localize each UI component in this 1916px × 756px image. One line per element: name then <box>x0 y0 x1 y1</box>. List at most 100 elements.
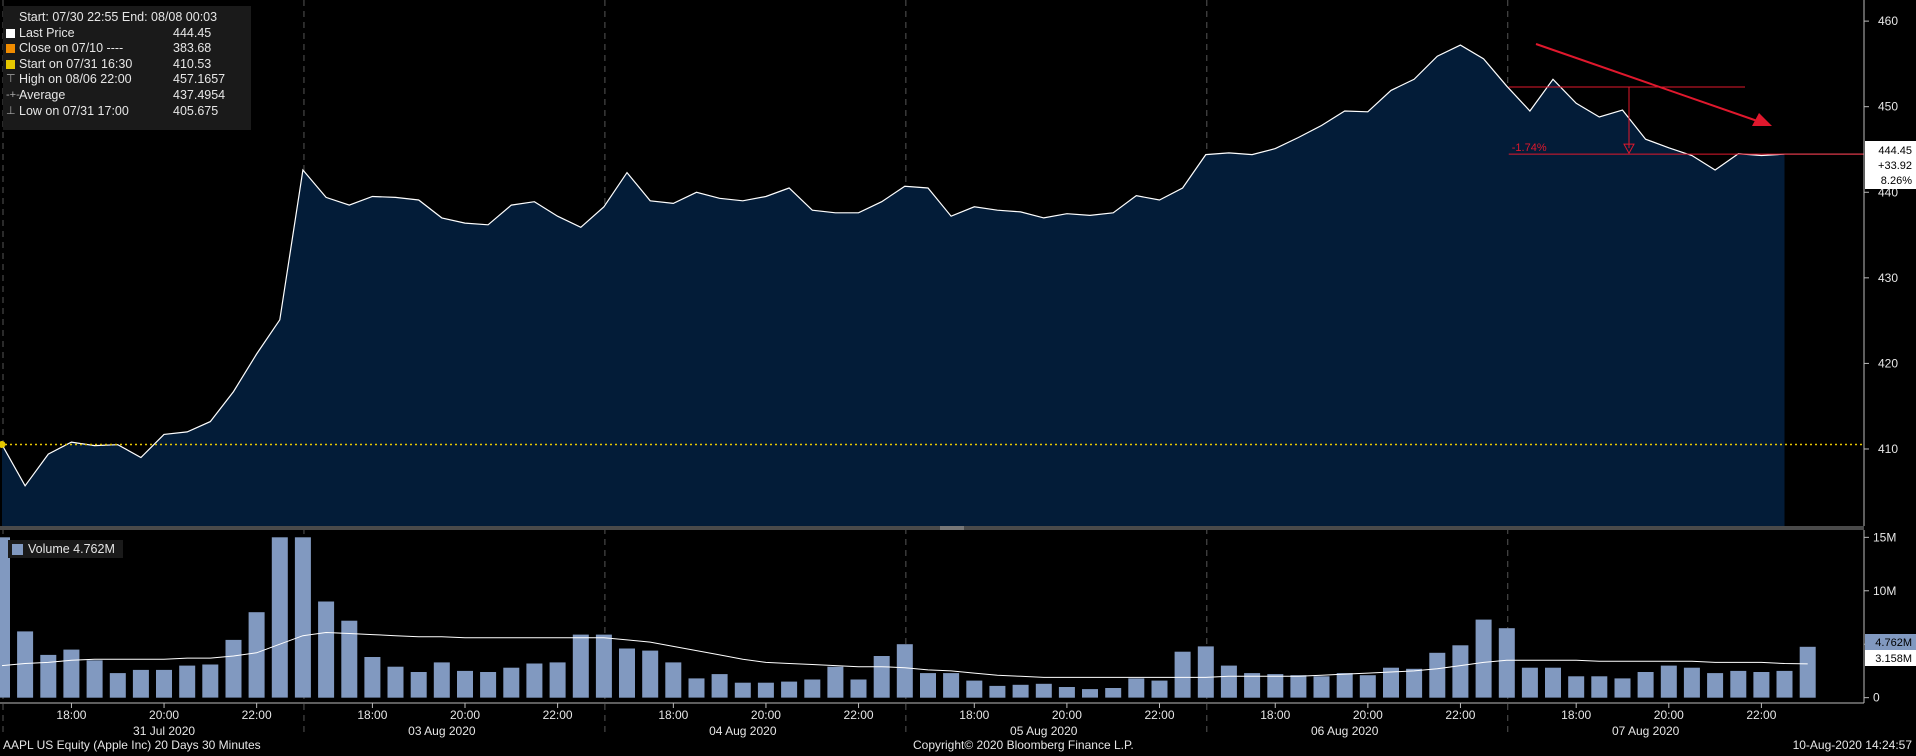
volume-bar <box>1475 619 1492 698</box>
volume-bar <box>86 660 103 698</box>
volume-bar <box>364 657 381 698</box>
legend-row: -+- Average 437.4954 <box>6 87 251 104</box>
volume-bar <box>1012 684 1029 698</box>
price-tick-label: 460 <box>1878 14 1898 28</box>
panel-divider-handle[interactable] <box>940 525 964 530</box>
volume-bar <box>1753 672 1770 698</box>
volume-bar <box>827 666 844 698</box>
volume-legend: Volume 4.762M <box>8 540 123 558</box>
legend-swatch <box>6 59 15 69</box>
legend-row: Start on 07/31 16:30 410.53 <box>6 56 251 73</box>
volume-bar <box>526 663 543 698</box>
x-tick-label: 18:00 <box>1561 708 1591 722</box>
volume-bar <box>619 648 635 698</box>
volume-bar <box>1313 676 1330 698</box>
x-tick-label: 20:00 <box>1052 708 1082 722</box>
legend-label: Average <box>19 87 66 102</box>
price-tick-label: 430 <box>1878 271 1898 285</box>
volume-bar <box>132 669 149 698</box>
x-tick-label: 18:00 <box>357 708 387 722</box>
volume-bar <box>781 681 798 698</box>
footer-timestamp: 10-Aug-2020 14:24:57 <box>1792 738 1912 752</box>
x-date-label: 06 Aug 2020 <box>1311 724 1379 738</box>
volume-bar <box>1220 665 1237 698</box>
volume-bar <box>1452 645 1469 698</box>
volume-bar <box>1568 676 1585 698</box>
legend-swatch <box>6 28 15 38</box>
x-tick-label: 18:00 <box>959 708 989 722</box>
last-price-tag: 444.45 <box>1878 145 1912 157</box>
x-axis: 18:00 20:00 22:00 18:00 20:00 22:00 18:00 20:00… <box>0 702 1864 738</box>
volume-bar <box>1799 646 1816 698</box>
x-date-label: 31 Jul 2020 <box>133 724 195 738</box>
legend-label: Start on 07/31 16:30 <box>19 56 133 71</box>
volume-bar <box>1429 652 1446 698</box>
start-marker <box>0 440 6 448</box>
change-pct-tag: 8.26% <box>1881 175 1912 187</box>
legend-value: 437.4954 <box>173 87 226 102</box>
legend-row: ⊥ Low on 07/31 17:00 405.675 <box>6 103 251 120</box>
volume-bar <box>1545 667 1561 698</box>
price-tick-label: 450 <box>1878 100 1898 114</box>
volume-bar <box>1707 673 1724 698</box>
volume-bar <box>595 634 612 698</box>
volume-bar <box>757 682 774 698</box>
legend-value: 457.1657 <box>173 72 226 87</box>
x-tick-label: 18:00 <box>658 708 688 722</box>
volume-bar <box>1290 675 1307 698</box>
legend-label: Low on 07/31 17:00 <box>19 103 129 118</box>
legend-marker: -+- <box>6 88 20 101</box>
volume-bar <box>17 631 34 698</box>
price-tick-label: 410 <box>1878 442 1898 456</box>
last-volume-tag: 4.762M <box>1875 637 1912 649</box>
annotation-drop-arrow <box>1623 143 1635 155</box>
volume-tick-label: 0 <box>1873 691 1880 705</box>
volume-bar <box>341 620 358 698</box>
volume-bar <box>271 537 288 698</box>
volume-bar <box>711 674 728 698</box>
volume-bar <box>318 601 335 698</box>
volume-bar <box>40 654 57 698</box>
volume-bar <box>642 650 659 698</box>
volume-bar <box>873 656 890 698</box>
volume-bar <box>0 537 10 698</box>
volume-tick-label: 10M <box>1873 584 1896 598</box>
volume-bar <box>920 673 936 698</box>
volume-bar <box>966 680 983 698</box>
volume-bar <box>1359 675 1376 698</box>
volume-bar <box>943 673 960 698</box>
volume-bar <box>734 682 751 698</box>
volume-bar <box>1174 651 1191 698</box>
volume-bar <box>433 662 450 698</box>
x-date-label: 07 Aug 2020 <box>1612 724 1680 738</box>
volume-bar <box>1614 678 1631 698</box>
volume-average-line <box>1 631 1808 678</box>
x-tick-label: 22:00 <box>1144 708 1174 722</box>
legend-label: Close on 07/10 ---- <box>19 41 124 56</box>
volume-bar <box>457 670 473 698</box>
volume-bar <box>109 673 126 698</box>
x-tick-label: 20:00 <box>450 708 480 722</box>
volume-bar <box>1267 674 1284 698</box>
legend-marker: ⊥ <box>6 104 16 117</box>
volume-bar <box>1383 667 1399 698</box>
volume-bar <box>688 678 705 698</box>
price-area <box>2 45 1785 526</box>
x-tick-label: 22:00 <box>844 708 874 722</box>
volume-bar <box>202 664 219 698</box>
x-date-label: 03 Aug 2020 <box>408 724 476 738</box>
volume-bar <box>1105 688 1122 698</box>
volume-bar <box>225 639 242 698</box>
volume-bar <box>572 634 589 698</box>
trend-arrow-line <box>1535 43 1767 125</box>
annotation-label: -1.74% <box>1512 142 1547 154</box>
volume-bar <box>1591 676 1608 698</box>
volume-bar <box>179 665 196 698</box>
volume-swatch <box>12 543 23 555</box>
trend-annotation: -1.74% <box>1508 43 1864 155</box>
legend-range: Start: 07/30 22:55 End: 08/08 00:03 <box>19 10 218 24</box>
volume-bar <box>1683 667 1700 698</box>
x-tick-label: 22:00 <box>242 708 272 722</box>
volume-bar <box>1406 668 1423 698</box>
